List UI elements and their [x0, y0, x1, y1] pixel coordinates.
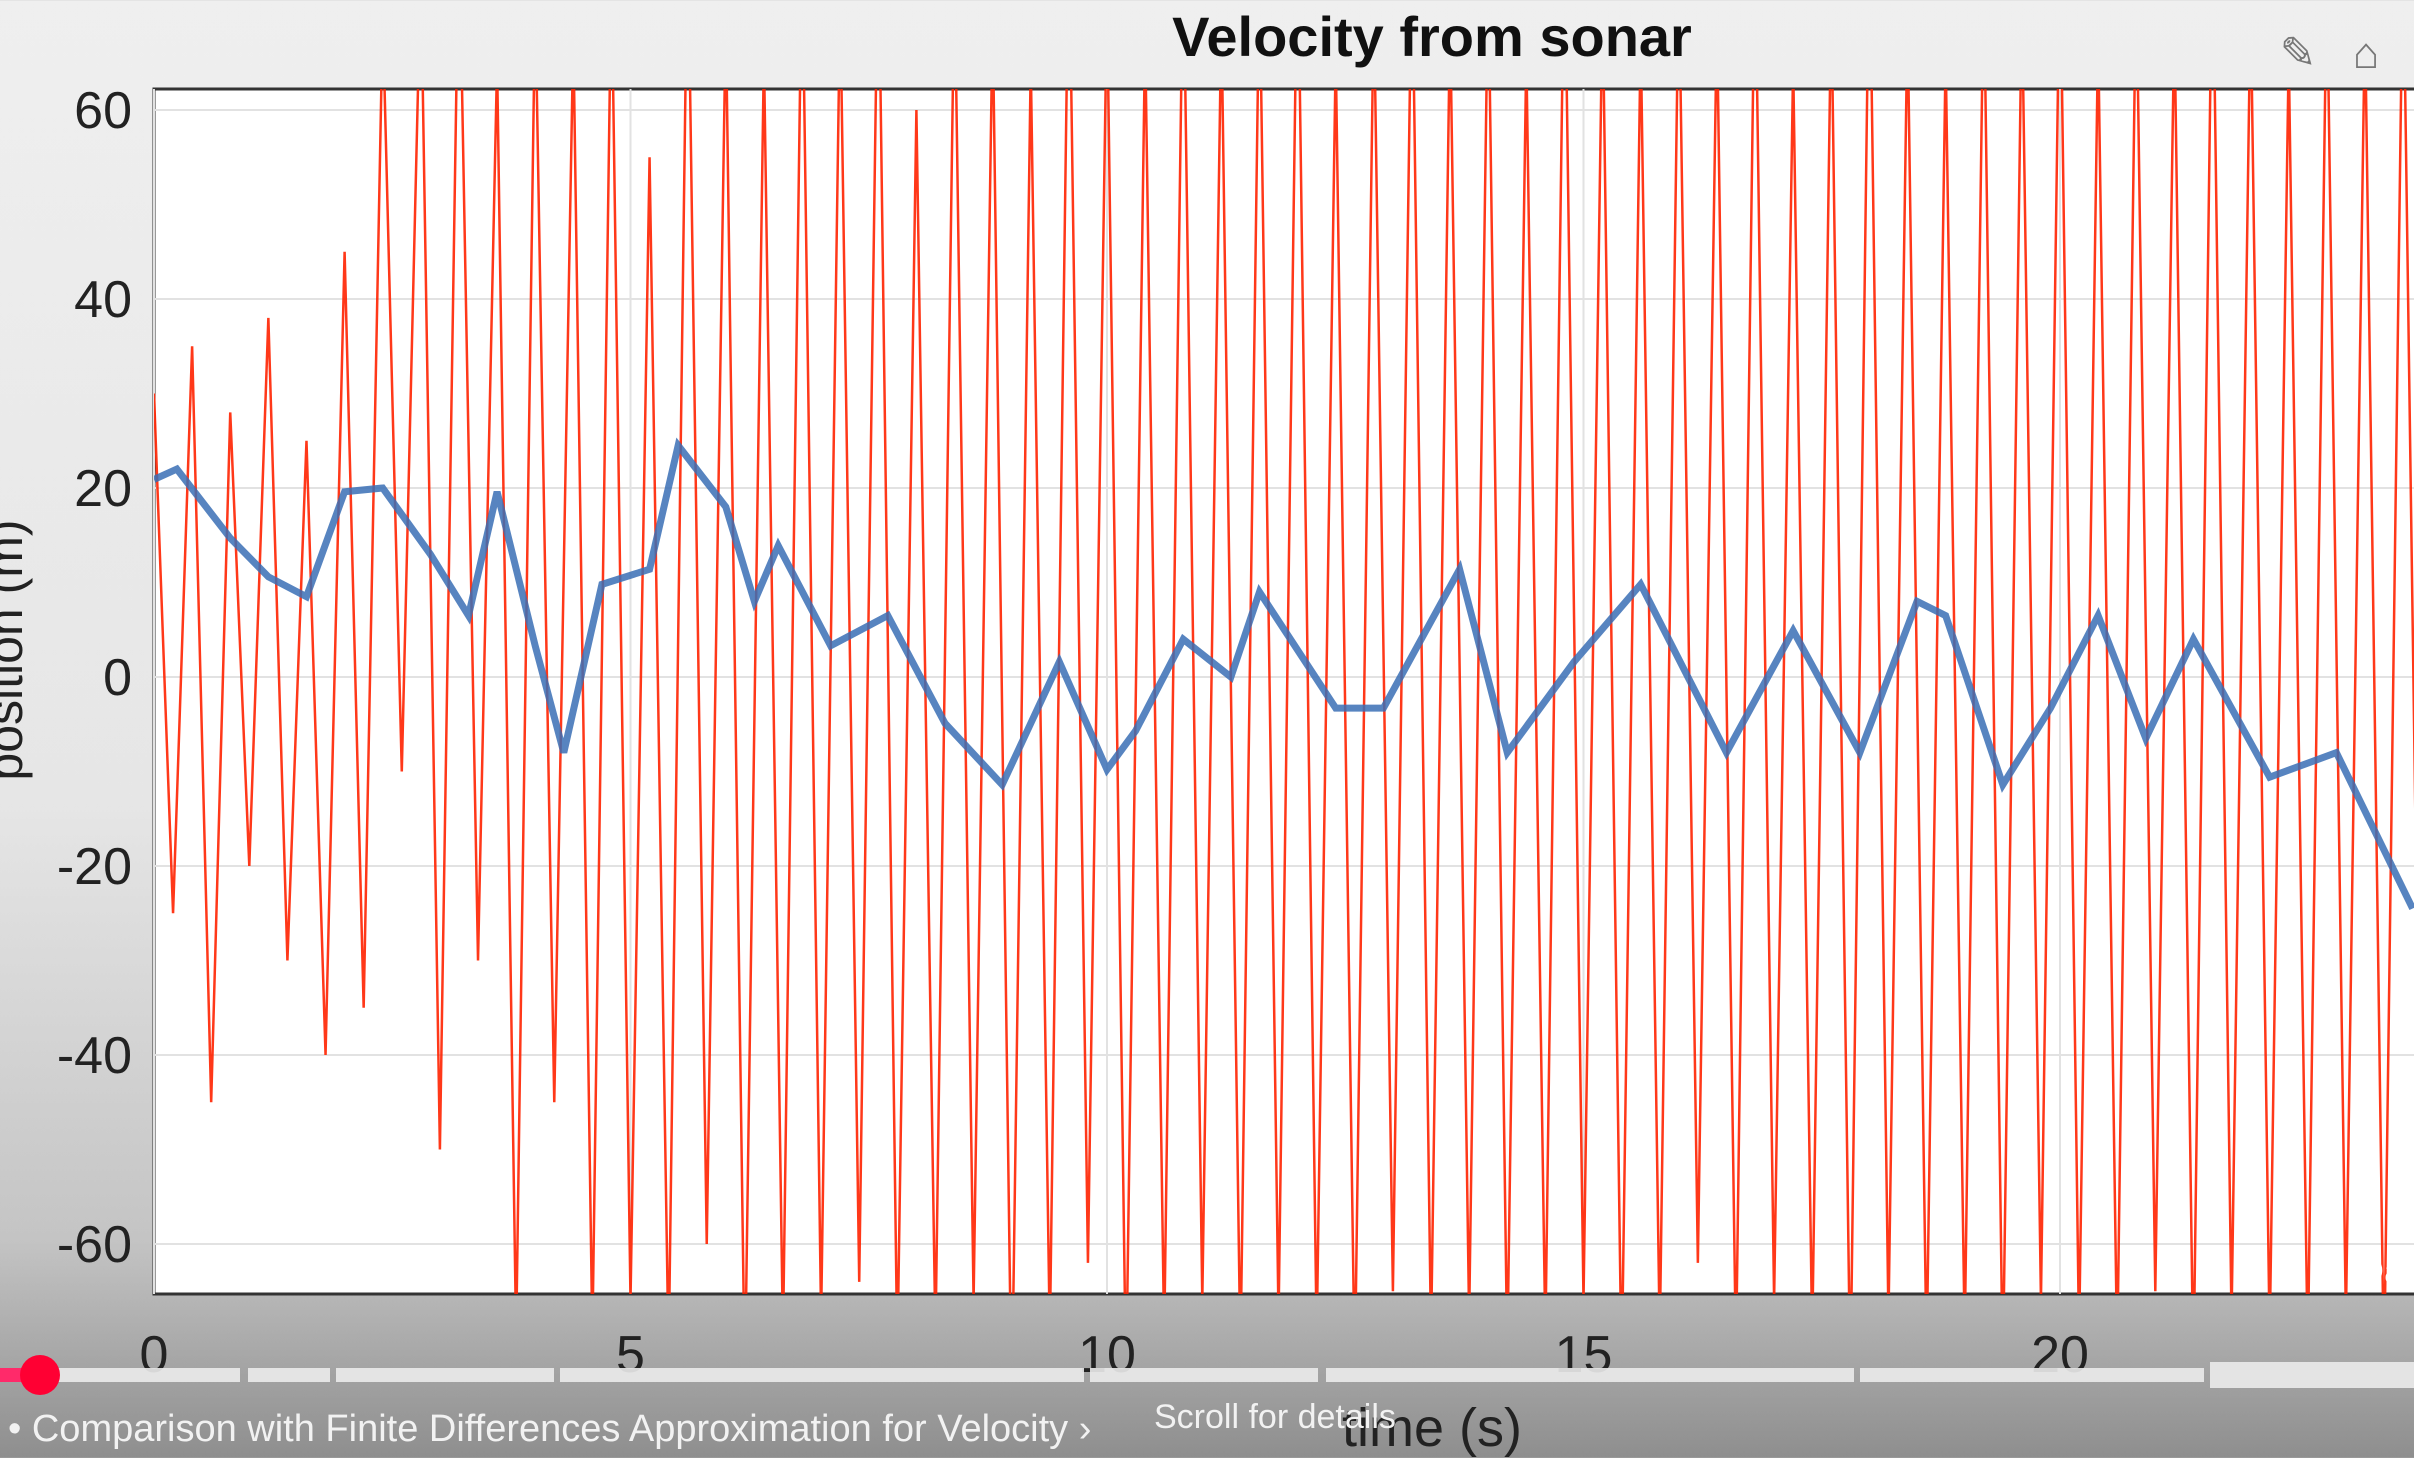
y-tick-label: -40 — [57, 1027, 132, 1085]
edit-data-icon[interactable]: ✎ — [2279, 29, 2317, 78]
y-tick-label: 20 — [74, 460, 132, 518]
scrubber-handle[interactable] — [20, 1355, 60, 1395]
y-tick-label: 60 — [74, 82, 132, 140]
overlay-text: Dat — [2358, 1250, 2414, 1291]
brush-icon[interactable]: ⌂ — [2352, 29, 2380, 78]
y-axis-label: position (m) — [0, 519, 33, 780]
series-position-line — [154, 437, 2414, 911]
chapter-title[interactable]: • Comparison with Finite Differences App… — [8, 1408, 1092, 1450]
video-progress-bar[interactable] — [0, 1355, 2414, 1395]
scroll-hint: Scroll for details — [1154, 1398, 1396, 1436]
y-tick-label: -60 — [57, 1216, 132, 1274]
y-tick-label: 40 — [74, 271, 132, 329]
chart-title: Velocity from sonar — [1172, 5, 1692, 68]
x-axis-label: time (s) — [1342, 1398, 1522, 1458]
y-tick-label: -20 — [57, 838, 132, 896]
y-tick-label: 0 — [103, 649, 132, 707]
